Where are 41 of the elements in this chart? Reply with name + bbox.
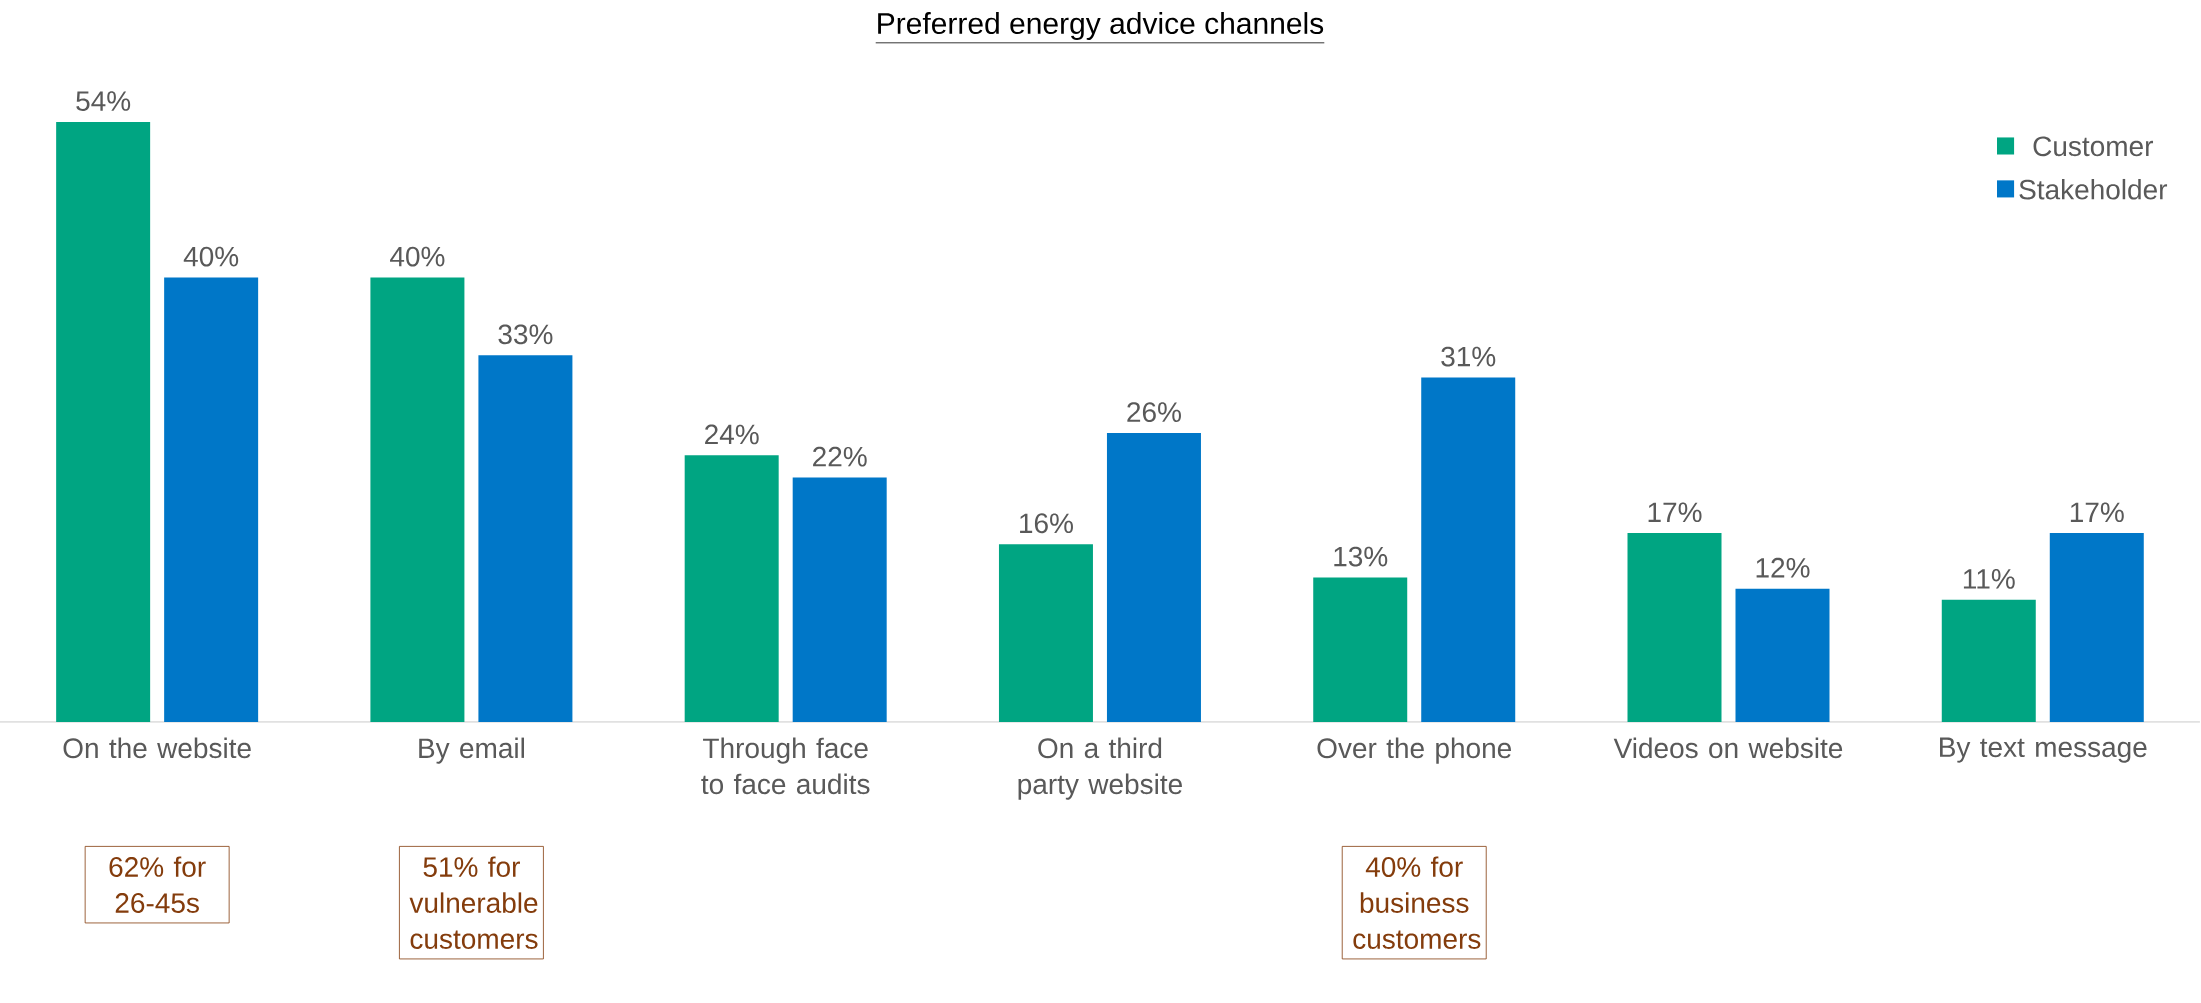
x-tick-label: By text message [1940, 737, 2147, 763]
data-label: 11% [1963, 569, 2015, 589]
data-label: 26% [1127, 402, 1181, 423]
data-label: 40% [390, 246, 445, 267]
x-tick-label: By email [419, 737, 524, 764]
data-label: 12% [1756, 557, 1810, 578]
data-label: 33% [498, 324, 553, 345]
x-tick-label: Through face to face audits [701, 737, 870, 795]
bar [478, 355, 573, 722]
bar [56, 122, 151, 722]
x-tick-label: On a third party website [1018, 737, 1182, 800]
bar [1735, 588, 1830, 722]
data-label: 17% [1648, 502, 1702, 523]
legend-label: Stakeholder [2019, 178, 2168, 200]
text: 62% for 26-45s [109, 856, 206, 913]
bar [1941, 599, 2036, 722]
data-label: 17% [2070, 502, 2124, 523]
bar [1421, 377, 1516, 722]
bar [370, 277, 465, 722]
data-label: 40% [183, 246, 239, 267]
data-label: 13% [1334, 546, 1388, 567]
bar [1627, 533, 1722, 722]
bar [164, 277, 259, 722]
bar [792, 477, 887, 722]
bar [998, 544, 1093, 722]
data-label: 24% [705, 424, 759, 445]
x-tick-label: Over the phone [1317, 737, 1512, 764]
data-label: 31% [1441, 346, 1496, 367]
x-tick-label: Videos on website [1613, 737, 1843, 759]
bar [1313, 577, 1408, 722]
x-tick-label: On the website [63, 737, 251, 759]
data-label: 54% [76, 91, 131, 111]
text: 51% for vulnerable customers [409, 856, 538, 949]
bar [1106, 433, 1201, 722]
legend-label: Customer [2033, 136, 2154, 157]
bar [684, 455, 779, 722]
data-label: 16% [1020, 513, 1073, 534]
data-label: 22% [813, 446, 867, 467]
text: 40% for business customers [1353, 856, 1481, 949]
bar [2049, 533, 2144, 722]
chart-title: Preferred energy advice channels [878, 12, 1324, 41]
